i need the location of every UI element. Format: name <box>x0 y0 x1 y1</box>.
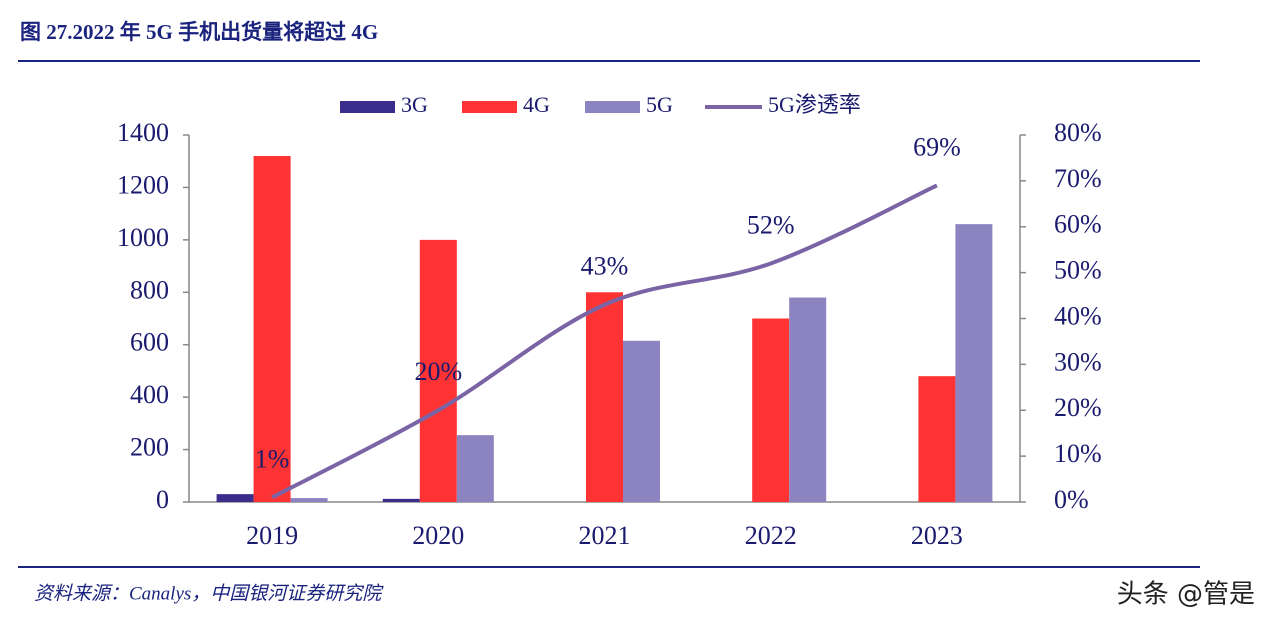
data-label: 69% <box>913 132 961 161</box>
y2-tick-label: 60% <box>1054 210 1102 239</box>
y2-tick-label: 30% <box>1054 347 1102 376</box>
legend-label: 4G <box>523 92 550 117</box>
x-tick-label: 2022 <box>745 521 797 550</box>
y-tick-label: 0 <box>156 485 169 514</box>
line <box>271 183 938 500</box>
data-label: 43% <box>581 252 629 281</box>
y-tick-label: 600 <box>130 328 169 357</box>
bar <box>216 494 254 502</box>
legend-label: 5G <box>646 92 673 117</box>
bar <box>382 498 420 502</box>
y2-tick-label: 20% <box>1054 393 1102 422</box>
x-tick-label: 2021 <box>579 521 631 550</box>
data-label: 1% <box>255 444 290 473</box>
bar <box>752 318 790 502</box>
legend-label: 5G渗透率 <box>768 92 861 117</box>
data-label: 52% <box>747 210 795 239</box>
bar <box>789 297 827 502</box>
bar <box>253 155 291 502</box>
data-label: 20% <box>414 357 462 386</box>
legend-swatch <box>340 101 395 113</box>
watermark: 头条 @管是 <box>1117 580 1255 610</box>
legend-swatch <box>462 101 517 113</box>
y-tick-label: 1000 <box>117 223 169 252</box>
bar <box>290 498 328 502</box>
y-tick-label: 200 <box>130 433 169 462</box>
x-tick-label: 2020 <box>412 521 464 550</box>
bar <box>586 292 623 502</box>
bar <box>955 224 993 502</box>
chart-title: 图 27.2022 年 5G 手机出货量将超过 4G <box>20 20 378 44</box>
y2-tick-label: 0% <box>1054 485 1089 514</box>
bar <box>456 435 494 502</box>
y-tick-label: 1200 <box>117 170 169 199</box>
y2-tick-label: 10% <box>1054 439 1102 468</box>
bar <box>623 340 660 502</box>
legend-label: 3G <box>401 92 428 117</box>
y-tick-label: 800 <box>130 275 169 304</box>
source-note: 资料来源：Canalys，中国银河证券研究院 <box>34 582 384 604</box>
x-tick-label: 2019 <box>246 521 298 550</box>
y2-tick-label: 50% <box>1054 256 1102 285</box>
bar <box>918 376 956 502</box>
y2-tick-label: 70% <box>1054 164 1102 193</box>
y2-tick-label: 80% <box>1054 118 1102 147</box>
y2-tick-label: 40% <box>1054 301 1102 330</box>
legend-swatch <box>585 101 640 113</box>
x-tick-label: 2023 <box>911 521 963 550</box>
bar <box>419 239 457 502</box>
y-tick-label: 400 <box>130 380 169 409</box>
y-tick-label: 1400 <box>117 118 169 147</box>
